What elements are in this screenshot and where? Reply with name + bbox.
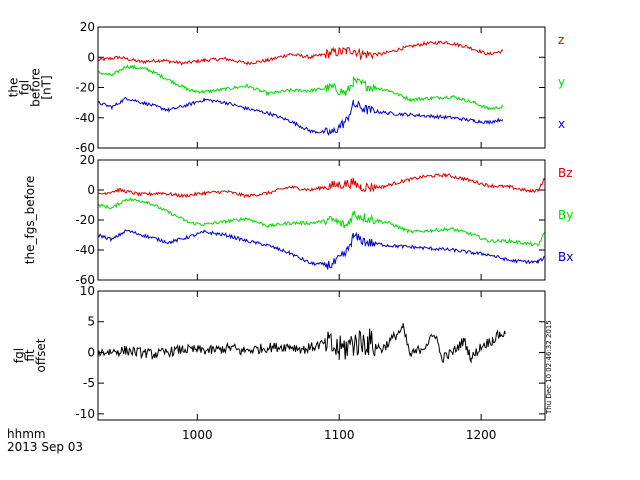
y-tick-label: -20 xyxy=(75,81,95,95)
legend-label-y: y xyxy=(558,75,565,89)
panel-frame xyxy=(97,26,546,149)
panel-2: -60 -40 -20 0 20 the_fgs_before Bz By Bx xyxy=(23,153,573,287)
y-tick-label: -5 xyxy=(83,376,95,390)
series-line-bx xyxy=(98,229,545,270)
y-tick-label: 10 xyxy=(80,284,95,298)
legend-label-bz: Bz xyxy=(558,166,573,180)
y-tick-label: 0 xyxy=(87,183,95,197)
y-axis-label: the_fgs_before xyxy=(23,176,37,264)
y-axis-label: fit xyxy=(23,349,37,362)
x-axis-date: 2013 Sep 03 xyxy=(7,440,83,454)
x-tick-label: 1000 xyxy=(182,428,213,442)
panel-frame xyxy=(97,159,546,281)
y-axis-label: before xyxy=(29,68,43,107)
panel-frame xyxy=(97,290,546,421)
y-tick-label: -20 xyxy=(75,213,95,227)
y-axis-label: [nT] xyxy=(40,75,54,99)
y-tick-label: -40 xyxy=(75,243,95,257)
y-axis-label: fgl xyxy=(12,348,26,363)
y-axis-label: the xyxy=(7,78,21,98)
timestamp-label: Thu Dec 10 02:46:32 2015 xyxy=(545,320,553,415)
y-axis-label: fgl xyxy=(18,80,32,95)
x-tick-label: 1200 xyxy=(466,428,497,442)
legend-label-z: z xyxy=(558,33,564,47)
x-axis-label: hhmm xyxy=(7,427,46,441)
y-tick-label: 20 xyxy=(80,153,95,167)
series-line-x xyxy=(98,96,503,136)
legend-label-x: x xyxy=(558,117,565,131)
series-line-z xyxy=(98,40,503,66)
y-tick-label: 0 xyxy=(87,345,95,359)
y-axis-label: offset xyxy=(34,338,48,372)
series-line-offset xyxy=(98,323,506,364)
series-line-y xyxy=(98,64,503,111)
y-tick-label: 5 xyxy=(87,315,95,329)
legend-label-bx: Bx xyxy=(558,250,573,264)
y-tick-label: -60 xyxy=(75,273,95,287)
y-tick-label: -60 xyxy=(75,141,95,155)
series-line-bz xyxy=(98,172,545,199)
x-tick-label: 1100 xyxy=(324,428,355,442)
y-tick-label: -40 xyxy=(75,111,95,125)
y-tick-label: 20 xyxy=(80,20,95,34)
series-line-by xyxy=(98,197,545,247)
y-tick-label: -10 xyxy=(75,407,95,421)
legend-label-by: By xyxy=(558,208,573,222)
y-tick-label: 0 xyxy=(87,50,95,64)
